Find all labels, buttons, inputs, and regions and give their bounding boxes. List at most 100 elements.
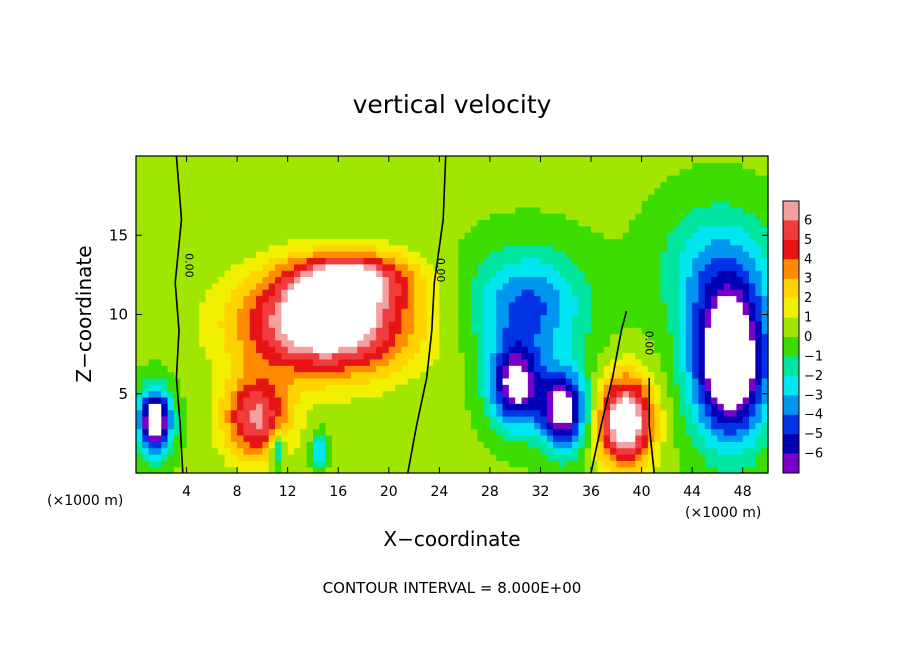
heatmap-cell [243,365,251,373]
heatmap-cell [230,396,238,404]
heatmap-cell [603,282,611,290]
heatmap-cell [154,244,162,252]
heatmap-cell [148,447,156,455]
heatmap-cell [224,270,232,278]
heatmap-cell [357,466,365,474]
heatmap-cell [711,257,719,265]
heatmap-cell [401,276,409,284]
heatmap-cell [369,162,377,170]
heatmap-cell [591,333,598,341]
heatmap-cell [268,232,276,240]
heatmap-cell [572,213,579,220]
heatmap-cell [401,162,409,170]
heatmap-cell [578,206,586,214]
heatmap-cell [635,396,643,404]
heatmap-cell [540,390,548,398]
heatmap-cell [534,232,542,240]
heatmap-cell [496,175,504,182]
heatmap-cell [736,295,744,303]
heatmap-cell [237,327,245,335]
heatmap-cell [477,301,485,309]
heatmap-cell [395,263,403,271]
heatmap-cell [237,162,245,170]
heatmap-cell [325,447,333,455]
heatmap-cell [148,263,156,271]
heatmap-cell [730,301,737,309]
heatmap-cell [142,434,150,442]
heatmap-cell [534,434,542,442]
heatmap-cell [281,238,289,246]
heatmap-cell [426,333,434,341]
heatmap-cell [237,333,245,341]
heatmap-cell [294,365,301,373]
heatmap-cell [477,181,485,189]
heatmap-cell [249,295,257,303]
heatmap-cell [458,453,466,461]
heatmap-cell [275,390,282,398]
heatmap-cell [136,289,143,297]
heatmap-cell [161,339,169,347]
heatmap-cell [363,194,371,201]
heatmap-cell [704,175,712,182]
heatmap-cell [736,251,744,259]
heatmap-cell [717,175,725,182]
heatmap-cell [749,276,756,284]
heatmap-cell [527,219,535,227]
heatmap-cell [673,358,681,366]
heatmap-cell [256,175,263,182]
heatmap-cell [584,371,592,379]
heatmap-cell [192,225,200,233]
heatmap-cell [249,181,257,189]
heatmap-cell [584,257,592,265]
heatmap-cell [489,346,497,354]
heatmap-cell [287,181,295,189]
heatmap-cell [711,384,719,392]
heatmap-cell [294,175,301,182]
heatmap-cell [426,384,434,392]
heatmap-cell [154,441,162,449]
heatmap-cell [294,289,301,297]
heatmap-cell [205,447,213,455]
heatmap-cell [148,346,156,354]
heatmap-cell [161,453,169,461]
heatmap-cell [572,396,579,404]
heatmap-cell [192,175,200,182]
heatmap-cell [496,333,504,341]
heatmap-cell [508,422,516,430]
heatmap-cell [508,251,516,259]
heatmap-cell [559,390,567,398]
heatmap-cell [666,428,674,436]
heatmap-cell [180,314,188,322]
heatmap-cell [369,327,377,335]
heatmap-cell [685,270,693,278]
heatmap-cell [192,308,200,316]
heatmap-cell [489,289,497,297]
heatmap-cell [350,295,358,303]
heatmap-cell [572,282,579,290]
heatmap-cell [584,251,592,259]
heatmap-cell [376,289,384,297]
heatmap-cell [218,466,226,474]
heatmap-cell [211,244,219,252]
heatmap-cell [338,428,346,436]
heatmap-cell [553,352,561,360]
heatmap-cell [161,308,169,316]
heatmap-cell [148,219,156,227]
heatmap-cell [641,301,649,309]
heatmap-cell [521,289,529,297]
heatmap-cell [401,206,409,214]
heatmap-cell [211,333,219,341]
heatmap-cell [224,365,232,373]
heatmap-cell [407,295,415,303]
heatmap-cell [692,175,700,182]
heatmap-cell [281,295,289,303]
heatmap-cell [306,396,314,404]
heatmap-cell [433,453,440,461]
heatmap-cell [401,314,409,322]
heatmap-cell [167,156,175,163]
heatmap-cell [534,175,542,182]
heatmap-cell [610,453,617,461]
heatmap-cell [199,460,207,468]
heatmap-cell [180,238,188,246]
heatmap-cell [401,181,409,189]
